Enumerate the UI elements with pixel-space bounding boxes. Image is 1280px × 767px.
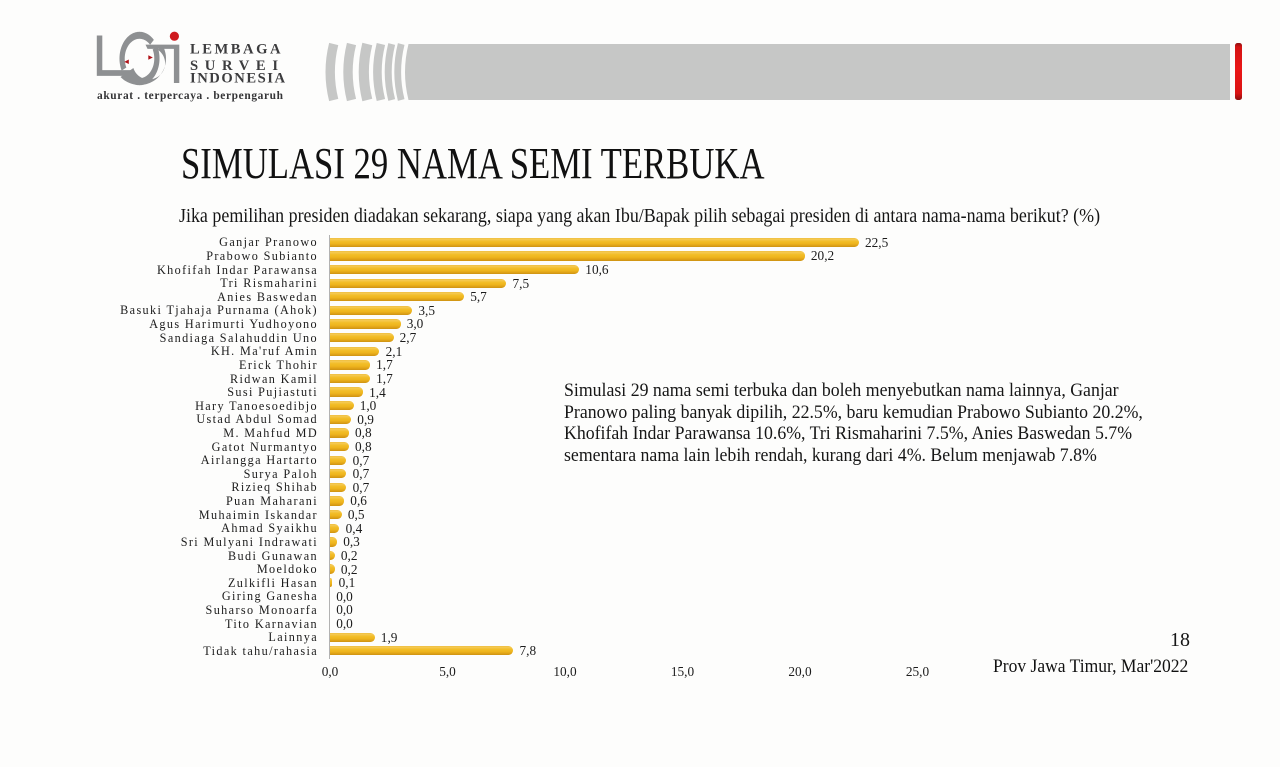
svg-text:INDONESIA: INDONESIA <box>190 71 285 87</box>
svg-text:akurat . terpercaya . berpenga: akurat . terpercaya . berpengaruh <box>97 90 284 102</box>
svg-text:LEMBAGA: LEMBAGA <box>190 41 281 57</box>
